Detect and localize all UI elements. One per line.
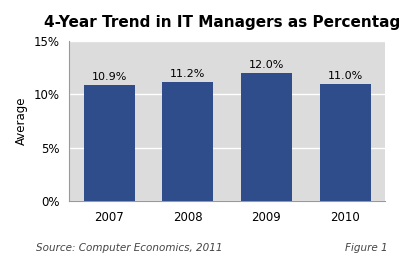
Text: 11.0%: 11.0% <box>328 71 363 81</box>
Bar <box>162 81 213 201</box>
Text: 10.9%: 10.9% <box>92 72 127 82</box>
Text: Figure 1: Figure 1 <box>345 243 388 253</box>
Text: 11.2%: 11.2% <box>170 69 206 79</box>
Text: Source: Computer Economics, 2011: Source: Computer Economics, 2011 <box>36 243 222 253</box>
Bar <box>84 85 135 201</box>
Text: 4-Year Trend in IT Managers as Percentage of IT Staff: 4-Year Trend in IT Managers as Percentag… <box>44 15 400 30</box>
Bar <box>320 84 371 201</box>
Text: 12.0%: 12.0% <box>249 60 284 70</box>
Bar <box>241 73 292 201</box>
Y-axis label: Average: Average <box>15 97 28 145</box>
